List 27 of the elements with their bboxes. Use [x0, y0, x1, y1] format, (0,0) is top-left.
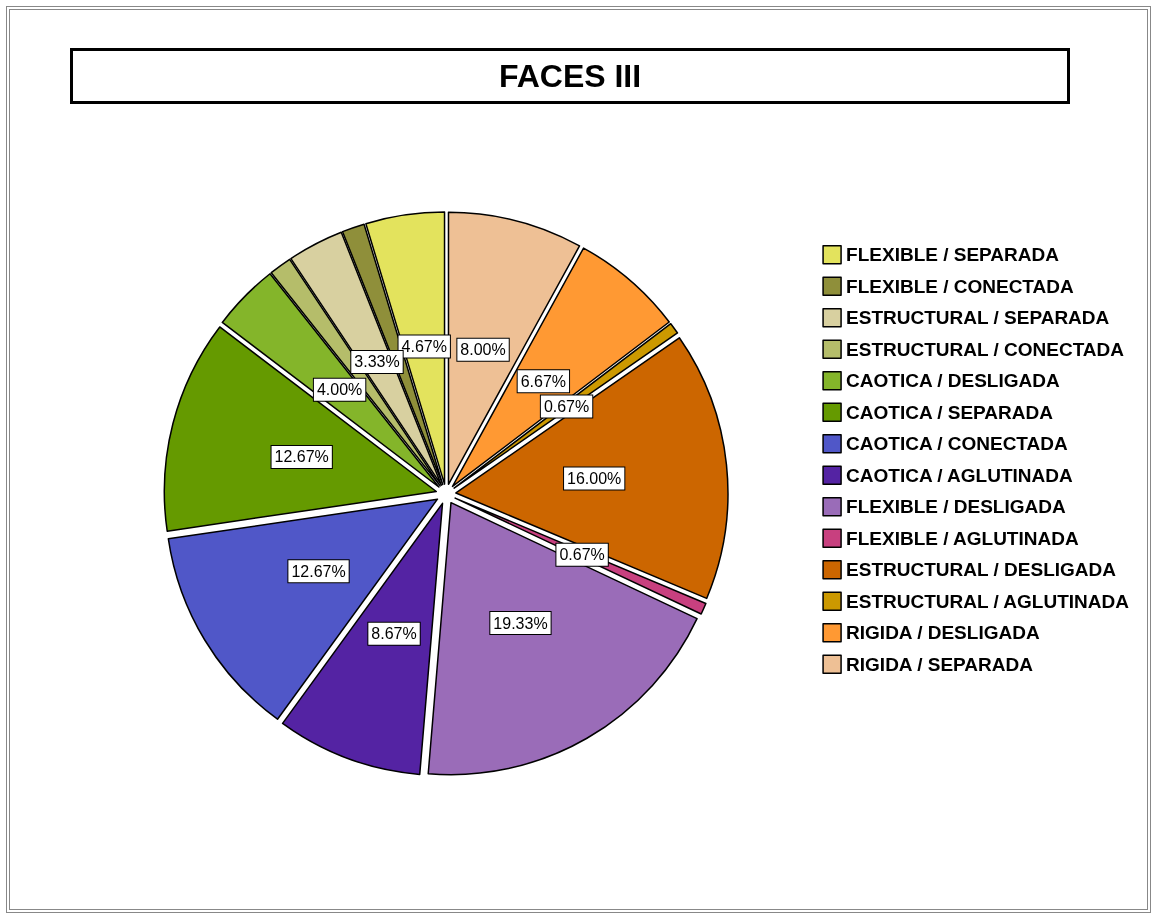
data-label: 4.67% [401, 338, 447, 356]
data-label: 19.33% [493, 614, 548, 632]
legend-label: FLEXIBLE / DESLIGADA [846, 496, 1066, 518]
legend-label: ESTRUCTURAL / CONECTADA [846, 338, 1125, 360]
legend-label: ESTRUCTURAL / AGLUTINADA [846, 590, 1130, 612]
legend-label: CAOTICA / CONECTADA [846, 433, 1069, 455]
legend-label: FLEXIBLE / AGLUTINADA [846, 527, 1079, 549]
data-label: 8.67% [371, 625, 417, 643]
legend-label: ESTRUCTURAL / DESLIGADA [846, 559, 1117, 581]
data-label: 8.00% [460, 341, 506, 359]
legend-label: FLEXIBLE / CONECTADA [846, 275, 1074, 297]
chart-title: FACES III [70, 48, 1070, 104]
data-label: 0.67% [543, 397, 590, 415]
data-label: 4.00% [316, 381, 363, 399]
legend-label: RIGIDA / SEPARADA [846, 653, 1034, 675]
data-label: 0.67% [559, 546, 605, 564]
legend-label: FLEXIBLE / SEPARADA [846, 244, 1060, 266]
legend-label: CAOTICA / DESLIGADA [846, 370, 1060, 392]
legend-label: RIGIDA / DESLIGADA [846, 622, 1040, 644]
data-label: 12.67% [291, 562, 346, 580]
data-label: 16.00% [567, 469, 622, 487]
data-label: 12.67% [274, 448, 329, 466]
data-label: 3.33% [354, 353, 400, 371]
legend-label: CAOTICA / SEPARADA [846, 401, 1054, 423]
legend-label: ESTRUCTURAL / SEPARADA [846, 307, 1110, 329]
legend-label: CAOTICA / AGLUTINADA [846, 464, 1073, 486]
data-label: 6.67% [520, 372, 567, 390]
